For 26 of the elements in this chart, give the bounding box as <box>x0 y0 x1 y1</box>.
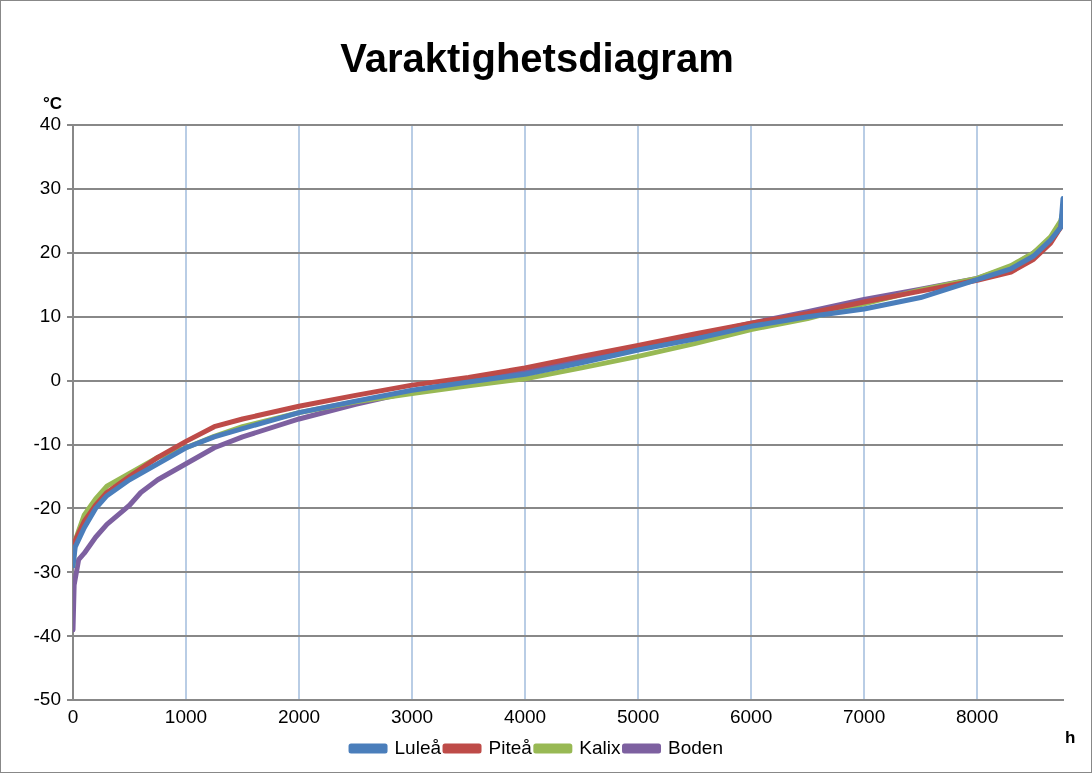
x-tick-label: 8000 <box>955 705 999 727</box>
y-tick-label: 10 <box>39 304 61 326</box>
x-tick-label: 2000 <box>277 705 321 727</box>
y-tick-label: -40 <box>33 624 61 646</box>
chart-title: Varaktighetsdiagram <box>340 36 734 81</box>
legend-label: Luleå <box>394 736 442 758</box>
legend-label: Piteå <box>488 736 533 758</box>
x-tick-label: 6000 <box>729 705 773 727</box>
y-axis-title: °C <box>43 94 63 114</box>
x-tick-label: 4000 <box>503 705 547 727</box>
y-tick-label: 30 <box>39 177 61 199</box>
legend-label: Kalix <box>579 736 622 758</box>
y-tick-label: -50 <box>33 688 61 710</box>
y-tick-label: 20 <box>39 241 61 263</box>
y-tick-label: -10 <box>33 432 61 454</box>
x-tick-label: 0 <box>67 705 79 727</box>
x-tick-label: 5000 <box>616 705 660 727</box>
x-tick-label: 1000 <box>164 705 208 727</box>
legend-label: Boden <box>668 736 723 758</box>
x-tick-label: 7000 <box>842 705 886 727</box>
y-tick-label: 40 <box>39 113 61 135</box>
x-axis-title: h <box>1065 727 1076 747</box>
y-tick-label: -20 <box>33 496 61 518</box>
y-tick-label: 0 <box>50 368 61 390</box>
y-tick-label: -30 <box>33 560 61 582</box>
x-tick-label: 3000 <box>390 705 434 727</box>
